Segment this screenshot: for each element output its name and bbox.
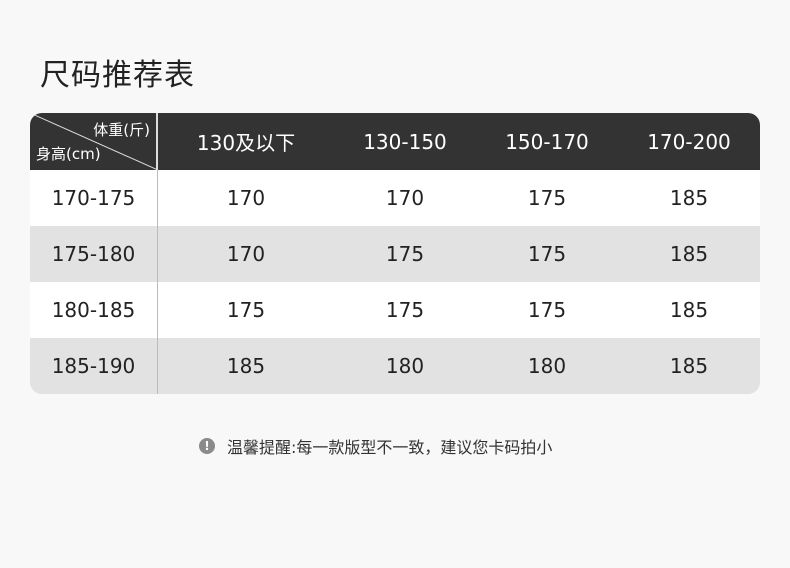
column-header: 170-200	[647, 129, 731, 154]
size-cell: 170	[226, 242, 266, 266]
size-cell: 180	[527, 354, 567, 378]
weight-axis-label: 体重(斤)	[93, 121, 150, 139]
page-title: 尺码推荐表	[40, 58, 195, 93]
size-cell: 185	[226, 354, 266, 378]
size-cell: 185	[669, 186, 709, 210]
table-row: 175-180 170 175 175 185	[30, 226, 760, 282]
height-axis-label: 身高(cm)	[36, 145, 101, 163]
size-cell: 185	[669, 354, 709, 378]
size-cell: 185	[669, 298, 709, 322]
size-cell: 175	[527, 242, 567, 266]
reminder-note: ! 温馨提醒:每一款版型不一致，建议您卡码拍小	[199, 434, 552, 458]
size-cell: 175	[527, 298, 567, 322]
column-header: 150-170	[505, 129, 589, 154]
size-cell: 175	[385, 298, 425, 322]
size-chart-table: 体重(斤) 身高(cm) 130及以下 130-150 150-170 170-…	[30, 113, 760, 394]
size-cell: 180	[385, 354, 425, 378]
size-cell: 170	[385, 186, 425, 210]
reminder-text: 温馨提醒:每一款版型不一致，建议您卡码拍小	[227, 438, 553, 457]
table-row: 185-190 185 180 180 185	[30, 338, 760, 394]
height-range-cell: 170-175	[30, 170, 158, 226]
height-range-cell: 175-180	[30, 226, 158, 282]
height-range-cell: 180-185	[30, 282, 158, 338]
table-row: 180-185 175 175 175 185	[30, 282, 760, 338]
size-cell: 175	[226, 298, 266, 322]
exclamation-circle-icon: !	[199, 438, 215, 454]
size-cell: 185	[669, 242, 709, 266]
table-row: 170-175 170 170 175 185	[30, 170, 760, 226]
column-header: 130-150	[363, 129, 447, 154]
size-cell: 175	[385, 242, 425, 266]
diagonal-divider	[30, 113, 158, 170]
size-cell: 170	[226, 186, 266, 210]
corner-header-cell: 体重(斤) 身高(cm)	[30, 113, 158, 170]
column-header: 130及以下	[196, 131, 296, 155]
size-cell: 175	[527, 186, 567, 210]
table-header-row: 体重(斤) 身高(cm) 130及以下 130-150 150-170 170-…	[30, 113, 760, 170]
height-range-cell: 185-190	[30, 338, 158, 394]
